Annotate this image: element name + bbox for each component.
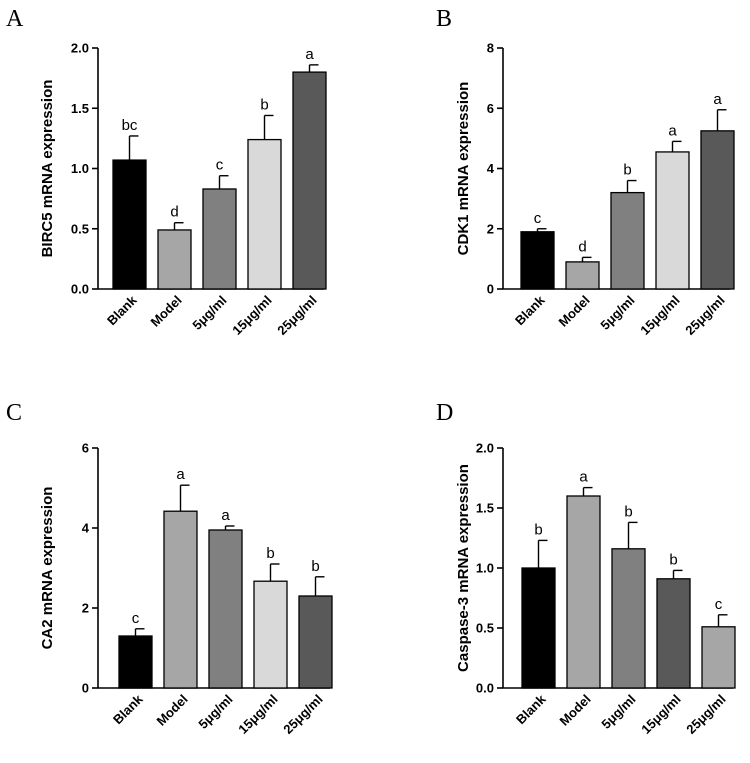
bar — [163, 510, 198, 689]
y-tick-label: 2 — [82, 601, 89, 616]
significance-label: a — [579, 469, 588, 486]
y-tick-label: 8 — [487, 41, 494, 56]
significance-label: c — [534, 210, 542, 227]
bar — [298, 595, 333, 689]
y-axis-label: Caspase-3 mRNA expression — [455, 464, 472, 672]
significance-label: b — [623, 162, 631, 179]
bar — [521, 567, 556, 689]
bar — [202, 188, 237, 290]
significance-label: a — [305, 46, 314, 63]
bar — [700, 130, 735, 290]
y-axis-label: BIRC5 mRNA expression — [39, 80, 56, 258]
y-axis-label: CDK1 mRNA expression — [455, 82, 472, 256]
panel-letter: C — [6, 400, 22, 426]
x-tick-label: 15μg/ml — [235, 692, 280, 737]
significance-label: a — [668, 122, 677, 139]
x-tick-label: 15μg/ml — [638, 692, 683, 737]
bar — [253, 580, 288, 689]
significance-label: bc — [122, 117, 138, 134]
x-tick-label: Blank — [110, 691, 146, 727]
x-tick-label: Model — [147, 293, 184, 330]
y-tick-label: 0.5 — [71, 221, 89, 236]
bar — [566, 495, 601, 689]
panel-letter: A — [6, 6, 24, 32]
x-tick-label: Model — [556, 692, 593, 729]
significance-label: b — [266, 545, 274, 562]
bar — [655, 151, 690, 290]
significance-label: b — [311, 558, 319, 575]
x-tick-label: 25μg/ml — [274, 293, 319, 338]
bar — [208, 529, 243, 689]
x-tick-label: 5μg/ml — [598, 692, 638, 732]
panel-letter: D — [436, 400, 453, 426]
x-tick-label: 5μg/ml — [597, 293, 637, 333]
y-tick-label: 0.5 — [476, 621, 494, 636]
x-tick-label: 5μg/ml — [189, 293, 229, 333]
y-tick-label: 0.0 — [476, 681, 494, 696]
significance-label: b — [260, 96, 268, 113]
x-tick-label: 25μg/ml — [683, 692, 728, 737]
y-tick-label: 2 — [487, 221, 494, 236]
bar — [247, 138, 282, 290]
significance-label: a — [221, 507, 230, 524]
x-tick-label: Blank — [513, 691, 549, 727]
y-tick-label: 0.0 — [71, 282, 89, 297]
y-axis-label: CA2 mRNA expression — [39, 487, 56, 650]
panel-b: B CDK1 mRNA expression 0 2 4 6 8 c Blank d Model b 5… — [436, 6, 735, 338]
bar — [157, 229, 192, 290]
y-tick-label: 2.0 — [476, 441, 494, 456]
y-tick-label: 0 — [82, 681, 89, 696]
bar — [520, 231, 555, 290]
bar — [112, 159, 147, 290]
panel-letter: B — [436, 6, 452, 32]
y-tick-label: 1.5 — [476, 501, 494, 516]
y-tick-label: 6 — [487, 101, 494, 116]
significance-label: b — [534, 521, 542, 538]
bar — [611, 548, 646, 689]
significance-label: d — [578, 238, 586, 255]
x-tick-label: 15μg/ml — [229, 293, 274, 338]
y-tick-label: 2.0 — [71, 41, 89, 56]
x-tick-label: Model — [153, 692, 190, 729]
panel-c: C CA2 mRNA expression 0 2 4 6 c Blank a Model a 5μg… — [6, 400, 333, 737]
y-tick-label: 4 — [82, 521, 90, 536]
significance-label: c — [715, 596, 723, 613]
y-tick-label: 1.0 — [476, 561, 494, 576]
bar — [118, 635, 153, 689]
significance-label: b — [669, 551, 677, 568]
bar — [292, 71, 327, 290]
significance-label: a — [713, 91, 722, 108]
x-tick-label: 25μg/ml — [280, 692, 325, 737]
x-tick-label: 25μg/ml — [682, 293, 727, 338]
y-tick-label: 4 — [487, 161, 495, 176]
panel-d: D Caspase-3 mRNA expression 0.0 0.5 1.0 1.5 2.… — [436, 400, 736, 737]
y-tick-label: 6 — [82, 441, 89, 456]
significance-label: d — [170, 204, 178, 221]
x-tick-label: Model — [555, 293, 592, 330]
significance-label: c — [132, 610, 140, 627]
y-tick-label: 1.0 — [71, 161, 89, 176]
significance-label: b — [624, 503, 632, 520]
x-tick-label: 15μg/ml — [637, 293, 682, 338]
bar — [656, 578, 691, 689]
bar — [565, 261, 600, 290]
significance-label: a — [176, 466, 185, 483]
bar — [701, 626, 736, 689]
x-tick-label: Blank — [512, 292, 548, 328]
significance-label: c — [216, 157, 224, 174]
x-tick-label: Blank — [104, 292, 140, 328]
y-tick-label: 1.5 — [71, 101, 89, 116]
y-tick-label: 0 — [487, 282, 494, 297]
x-tick-label: 5μg/ml — [195, 692, 235, 732]
bar — [610, 191, 645, 290]
